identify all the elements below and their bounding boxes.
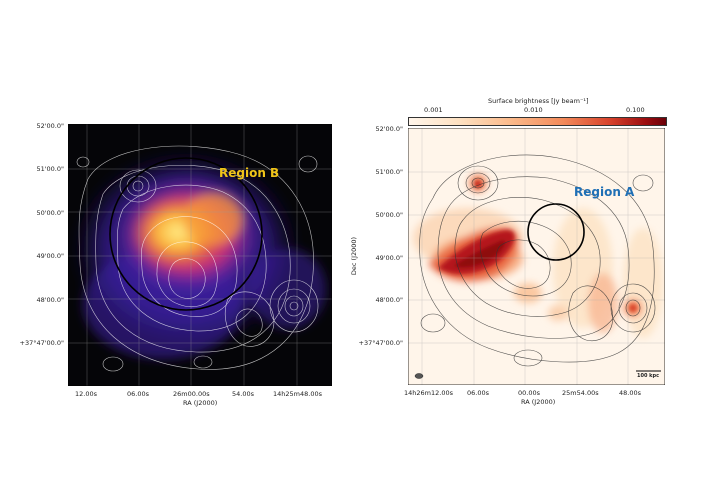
right-y-tick: 49'00.0" [375,254,403,262]
colorbar [408,117,667,126]
right-grid [408,128,665,385]
left-x-tick: 14h25m48.00s [273,390,322,398]
left-image [68,124,332,386]
right-x-tick: 48.00s [619,389,641,397]
region-a-label: Region A [574,185,635,199]
left-x-tick: 54.00s [232,390,254,398]
right-x-tick: 25m54.00s [562,389,599,397]
left-x-tick: 26m00.00s [173,390,210,398]
right-x-tick: 00.00s [518,389,540,397]
scale-bar-label: 100 kpc [637,373,660,379]
left-y-tick: 48'00.0" [36,296,64,304]
left-y-tick: 52'00.0" [36,122,64,130]
region-b-circle [109,157,263,311]
right-y-axis-label: Dec (J2000) [350,236,359,276]
left-x-tick: 06.00s [127,390,149,398]
left-panel: Region B 52'00.0" 51'00.0" 50'00.0" 49'0… [19,122,332,407]
right-y-tick: 48'00.0" [375,296,403,304]
left-y-tick: 50'00.0" [36,209,64,217]
beam-ellipse [414,373,424,379]
right-x-tick: 06.00s [467,389,489,397]
colorbar-tick: 0.010 [524,106,543,114]
left-y-tick: +37°47'00.0" [19,339,65,347]
region-b-label: Region B [219,166,280,180]
colorbar-tick: 0.100 [626,106,645,114]
left-y-tick: 51'00.0" [36,165,64,173]
colorbar-title: Surface brightness [Jy beam⁻¹] [488,97,589,105]
right-y-tick: 51'00.0" [375,168,403,176]
left-y-tick: 49'00.0" [36,252,64,260]
left-grid [68,124,332,386]
right-image [408,128,665,385]
right-x-axis-label: RA (J2000) [521,398,556,406]
right-y-tick: 50'00.0" [375,211,403,219]
left-x-tick: 12.00s [75,390,97,398]
colorbar-tick: 0.001 [424,106,443,114]
right-y-tick: 52'00.0" [375,125,403,133]
right-panel: Surface brightness [Jy beam⁻¹] 0.001 0.0… [350,0,702,496]
radio-contours [76,145,319,372]
right-x-tick: 14h26m12.00s [404,389,453,397]
left-x-axis-label: RA (J2000) [183,399,218,407]
region-a-circle [527,203,585,261]
xray-contours [419,154,656,367]
right-y-tick: +37°47'00.0" [358,339,404,347]
